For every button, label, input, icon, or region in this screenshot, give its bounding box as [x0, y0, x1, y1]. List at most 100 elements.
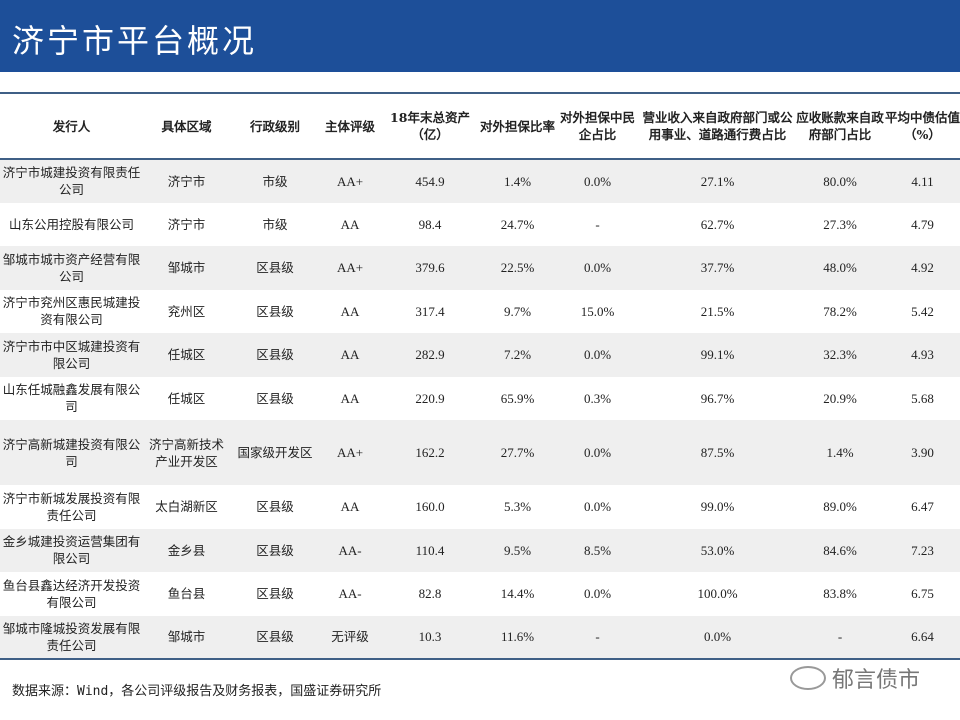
- column-header: 对外担保中民企占比: [555, 92, 640, 160]
- table-cell: 鱼台县: [167, 586, 206, 602]
- table-row: 邹城市城市资产经营有限公司 邹城市 区县级 AA+ 379.6 22.5% 0.0% 37.7…: [0, 246, 960, 290]
- table-cell: 48.0%: [795, 246, 885, 290]
- table-cell: 邹城市: [143, 615, 230, 660]
- table-cell: 0.3%: [583, 390, 612, 406]
- table-cell: AA: [320, 333, 380, 377]
- table-cell: 无评级: [320, 615, 380, 660]
- table-cell: 82.8: [418, 586, 442, 602]
- table-cell: 6.47: [911, 499, 934, 515]
- table-cell: 0.0%: [555, 246, 640, 290]
- platform-table: 发行人 具体区域 行政级别 主体评级 18年末总资产（亿） 对外担保比率 对外担保中民企占比…: [0, 92, 960, 660]
- table-cell: -: [795, 615, 885, 660]
- table-cell: 区县级: [230, 615, 320, 660]
- table-cell: 区县级: [230, 246, 320, 290]
- table-cell: 4.79: [911, 216, 934, 232]
- table-cell: 100.0%: [697, 586, 738, 602]
- page-title: 济宁市平台概况: [12, 22, 258, 60]
- table-cell: 454.9: [380, 159, 480, 203]
- table-cell: 22.5%: [480, 246, 555, 290]
- table-cell: 市级: [262, 216, 288, 232]
- table-cell: 0.0%: [555, 333, 640, 377]
- table-cell: 5.3%: [503, 499, 532, 515]
- table-cell: AA: [340, 216, 360, 232]
- table-cell: 区县级: [256, 499, 294, 515]
- table-cell: 山东任城融鑫发展有限公司: [2, 382, 141, 415]
- watermark: 郁言债市: [790, 662, 920, 694]
- table-cell: -: [595, 216, 600, 232]
- table-cell: 3.90: [885, 420, 960, 485]
- table-cell: AA+: [320, 420, 380, 485]
- title-bar: 济宁市平台概况: [0, 0, 960, 72]
- table-cell: 区县级: [230, 333, 320, 377]
- column-header: 具体区域: [143, 92, 230, 160]
- table-cell: -: [555, 615, 640, 660]
- table-cell: 27.1%: [640, 159, 795, 203]
- table-cell: 济宁市兖州区惠民城建投资有限公司: [2, 295, 141, 328]
- table-cell: 0.0%: [555, 159, 640, 203]
- source-note: 数据来源：Wind，各公司评级报告及财务报表，国盛证券研究所: [12, 684, 382, 699]
- column-header: 平均中债估值（%）: [885, 92, 960, 160]
- table-cell: 21.5%: [700, 303, 735, 319]
- table-cell: 7.2%: [480, 333, 555, 377]
- table-cell: 山东公用控股有限公司: [8, 216, 134, 232]
- table-cell: 15.0%: [580, 303, 615, 319]
- table-cell: 4.11: [885, 159, 960, 203]
- table-cell: 邹城市城市资产经营有限公司: [0, 246, 143, 290]
- table-cell: 济宁高新技术产业开发区: [143, 420, 230, 485]
- column-header: 应收账款来自政府部门占比: [795, 92, 885, 160]
- table-cell: 兖州区: [167, 303, 206, 319]
- table-cell: 220.9: [415, 390, 445, 406]
- table-cell: AA+: [320, 246, 380, 290]
- table-cell: AA-: [338, 586, 362, 602]
- table-cell: 济宁高新城建投资有限公司: [0, 420, 143, 485]
- column-header: 行政级别: [230, 92, 320, 160]
- table-cell: 0.0%: [640, 615, 795, 660]
- table-cell: 区县级: [256, 390, 294, 406]
- table-cell: 5.68: [911, 390, 934, 406]
- table-row: 济宁市城建投资有限责任公司 济宁市 市级 AA+ 454.9 1.4% 0.0% 27.1% 8…: [0, 159, 960, 203]
- table-cell: 282.9: [380, 333, 480, 377]
- table-cell: 0.0%: [583, 499, 612, 515]
- table-cell: 96.7%: [700, 390, 735, 406]
- table-cell: AA-: [320, 528, 380, 572]
- table-cell: 14.4%: [500, 586, 535, 602]
- table-cell: 24.7%: [500, 216, 535, 232]
- table-row: 济宁市新城发展投资有限责任公司 太白湖新区 区县级 AA 160.0 5.3% 0.0% 99…: [0, 485, 960, 529]
- table-cell: 金乡城建投资运营集团有限公司: [0, 528, 143, 572]
- watermark-text: 郁言债市: [832, 668, 921, 693]
- table-cell: 11.6%: [480, 615, 555, 660]
- table-cell: 1.4%: [480, 159, 555, 203]
- table-cell: 1.4%: [795, 420, 885, 485]
- table-cell: 65.9%: [500, 390, 535, 406]
- table-cell: 6.75: [911, 586, 934, 602]
- table-cell: 9.5%: [480, 528, 555, 572]
- table-cell: 89.0%: [823, 499, 857, 515]
- table-row: 山东公用控股有限公司 济宁市 市级 AA 98.4 24.7% - 62.7% 27.3% 4.7…: [0, 203, 960, 247]
- table-cell: 4.92: [885, 246, 960, 290]
- column-header: 主体评级: [320, 92, 380, 160]
- table-cell: 邹城市: [143, 246, 230, 290]
- table-cell: 37.7%: [640, 246, 795, 290]
- table-cell: 110.4: [380, 528, 480, 572]
- wechat-icon: [790, 666, 826, 690]
- table-cell: 济宁市城建投资有限责任公司: [0, 159, 143, 203]
- table-cell: 160.0: [415, 499, 445, 515]
- table-cell: 金乡县: [143, 528, 230, 572]
- table-cell: 5.42: [911, 303, 934, 319]
- table-cell: 任城区: [143, 333, 230, 377]
- table-cell: 80.0%: [795, 159, 885, 203]
- table-cell: 162.2: [380, 420, 480, 485]
- table-cell: 78.2%: [823, 303, 857, 319]
- table-cell: 区县级: [256, 303, 294, 319]
- column-header: 发行人: [0, 92, 143, 160]
- table-cell: 济宁市: [167, 216, 206, 232]
- table-row: 济宁高新城建投资有限公司 济宁高新技术产业开发区 国家级开发区 AA+ 162.2 27.…: [0, 420, 960, 485]
- table-cell: 32.3%: [795, 333, 885, 377]
- table-cell: 84.6%: [795, 528, 885, 572]
- table-cell: 99.0%: [700, 499, 735, 515]
- table-header: 发行人 具体区域 行政级别 主体评级 18年末总资产（亿） 对外担保比率 对外担保中民企占比…: [0, 92, 960, 160]
- table-cell: 济宁市新城发展投资有限责任公司: [2, 490, 141, 523]
- table-cell: 0.0%: [555, 420, 640, 485]
- table-cell: 27.7%: [480, 420, 555, 485]
- table-cell: AA+: [320, 159, 380, 203]
